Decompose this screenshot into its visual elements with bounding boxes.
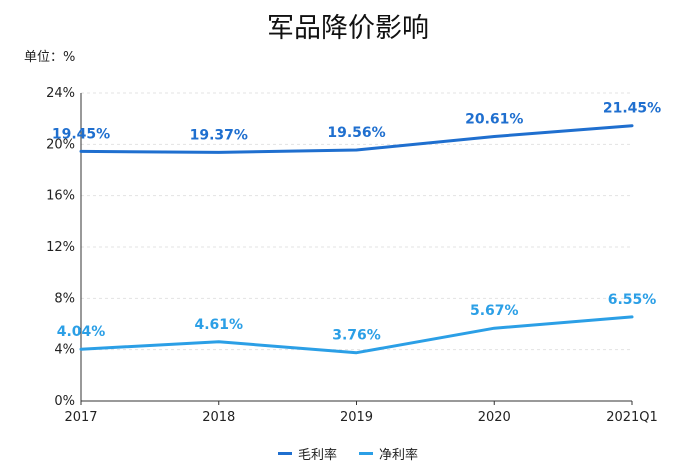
unit-label: 单位：%: [24, 50, 76, 65]
x-tick-label-2018: 2018: [202, 410, 235, 425]
legend: 毛利率 净利率: [0, 444, 696, 463]
data-label-1-4: 6.55%: [608, 292, 657, 308]
y-tick-label-8: 8%: [54, 291, 75, 306]
y-tick-label-24: 24%: [46, 86, 75, 101]
series-line-1: [79, 315, 634, 355]
y-tick-label-4: 4%: [54, 343, 75, 358]
data-label-0-4: 21.45%: [603, 101, 661, 117]
legend-swatch-net-margin: [359, 452, 373, 455]
x-tick-label-2017: 2017: [64, 410, 97, 425]
data-label-0-2: 19.56%: [327, 125, 385, 141]
data-label-0-1: 19.37%: [190, 127, 248, 143]
data-label-1-0: 4.04%: [57, 324, 106, 340]
y-tick-label-12: 12%: [46, 240, 75, 255]
x-tick-label-2020: 2020: [478, 410, 511, 425]
legend-label-gross-margin: 毛利率: [297, 448, 337, 463]
data-label-1-1: 4.61%: [194, 317, 243, 333]
series-line-0: [79, 124, 634, 154]
y-tick-label-20: 20%: [46, 137, 75, 152]
data-label-1-2: 3.76%: [332, 328, 381, 344]
y-tick-label-16: 16%: [46, 189, 75, 204]
legend-item-gross-margin[interactable]: 毛利率: [277, 444, 337, 463]
legend-swatch-gross-margin: [277, 452, 292, 455]
x-tick-label-2019: 2019: [340, 410, 373, 425]
data-label-1-3: 5.67%: [470, 303, 519, 319]
data-label-0-3: 20.61%: [465, 112, 523, 128]
legend-label-net-margin: 净利率: [379, 448, 419, 463]
x-tick-label-2021Q1: 2021Q1: [606, 410, 658, 425]
chart-title: 军品降价影响: [267, 13, 429, 44]
y-tick-label-0: 0%: [54, 394, 75, 409]
data-label-0-0: 19.45%: [52, 126, 110, 142]
legend-item-net-margin[interactable]: 净利率: [359, 444, 418, 463]
